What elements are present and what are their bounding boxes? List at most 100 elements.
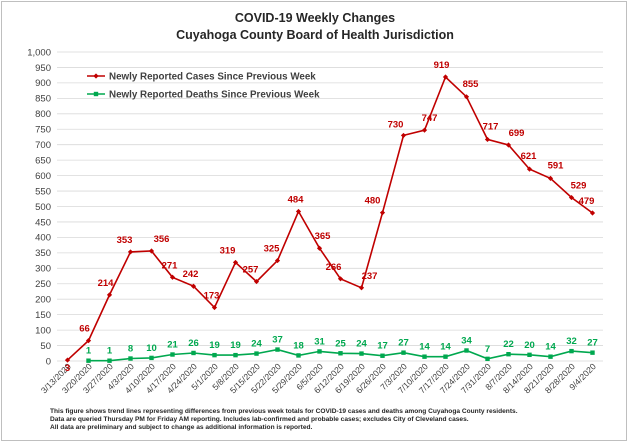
- data-point-deaths: [401, 350, 406, 355]
- data-label-deaths: 26: [188, 338, 199, 349]
- y-tick-label: 0: [46, 356, 51, 367]
- data-point-cases: [442, 74, 449, 80]
- data-point-deaths: [464, 348, 469, 353]
- data-label-cases: 855: [463, 79, 480, 90]
- data-label-cases: 747: [422, 113, 438, 124]
- data-label-cases: 699: [509, 128, 525, 139]
- data-label-deaths: 27: [398, 338, 409, 349]
- data-label-cases: 319: [220, 245, 236, 256]
- y-tick-label: 1,000: [27, 47, 51, 58]
- data-point-deaths: [527, 352, 532, 358]
- data-label-cases: 325: [264, 244, 281, 255]
- data-point-deaths: [569, 348, 574, 354]
- y-tick-label: 550: [35, 186, 51, 197]
- data-point-cases: [274, 257, 281, 264]
- data-point-cases: [232, 259, 239, 266]
- data-point-cases: [463, 94, 470, 100]
- y-tick-label: 950: [35, 63, 51, 74]
- data-label-cases: 529: [571, 181, 587, 192]
- data-point-cases: [106, 292, 113, 298]
- data-label-deaths: 17: [377, 341, 388, 352]
- data-point-cases: [295, 208, 302, 215]
- data-point-cases: [85, 338, 92, 344]
- data-point-deaths: [506, 352, 511, 357]
- y-tick-label: 650: [35, 155, 51, 166]
- data-point-cases: [589, 210, 596, 216]
- data-label-deaths: 1: [86, 346, 92, 357]
- y-tick-label: 200: [35, 295, 51, 306]
- y-tick-label: 300: [35, 264, 51, 275]
- data-point-cases: [379, 210, 386, 216]
- data-label-deaths: 24: [356, 339, 367, 350]
- y-tick-label: 750: [35, 125, 51, 136]
- data-label-cases: 591: [548, 160, 565, 171]
- data-label-deaths: 7: [485, 344, 490, 355]
- data-label-deaths: 25: [335, 338, 346, 349]
- data-label-cases: 214: [98, 278, 115, 289]
- data-label-cases: 621: [521, 151, 538, 162]
- data-point-deaths: [86, 358, 91, 363]
- footnote-line-1: This figure shows trend lines representi…: [50, 408, 518, 415]
- footnote-line-2: Data are queried Thursday PM for Friday …: [50, 416, 469, 424]
- data-point-cases: [358, 285, 365, 291]
- data-label-deaths: 27: [587, 338, 598, 349]
- data-label-deaths: 14: [419, 342, 430, 353]
- y-tick-label: 900: [35, 78, 51, 89]
- data-point-deaths: [191, 350, 196, 356]
- data-point-cases: [568, 194, 575, 201]
- y-tick-label: 150: [35, 310, 51, 321]
- data-point-deaths: [590, 350, 595, 355]
- data-label-cases: 242: [183, 269, 199, 280]
- data-label-deaths: 37: [272, 335, 283, 346]
- legend: Newly Reported Cases Since Previous Week…: [87, 72, 320, 101]
- data-point-cases: [169, 274, 176, 280]
- chart-title: COVID-19 Weekly Changes: [234, 11, 396, 25]
- data-label-deaths: 10: [146, 343, 157, 354]
- series-line-cases: [66, 75, 593, 361]
- y-tick-label: 100: [35, 325, 51, 336]
- data-point-deaths: [380, 353, 385, 358]
- data-label-deaths: 21: [167, 340, 178, 351]
- data-label-cases: 353: [117, 235, 133, 246]
- data-label-cases: 365: [315, 231, 332, 242]
- y-tick-label: 400: [35, 233, 51, 244]
- data-point-deaths: [338, 351, 343, 356]
- data-point-deaths: [317, 349, 322, 354]
- data-label-deaths: 32: [566, 336, 577, 347]
- data-point-deaths: [275, 347, 280, 352]
- data-point-deaths: [359, 351, 364, 356]
- data-point-cases: [526, 166, 533, 172]
- data-label-deaths: 8: [128, 344, 133, 355]
- data-point-deaths: [170, 352, 175, 357]
- data-point-deaths: [128, 356, 133, 361]
- data-point-cases: [337, 276, 344, 282]
- data-point-cases: [148, 248, 155, 254]
- y-tick-label: 50: [40, 341, 51, 352]
- legend-label-deaths: Newly Reported Deaths Since Previous Wee…: [109, 90, 320, 101]
- data-point-cases: [64, 357, 71, 363]
- data-label-cases: 484: [288, 194, 305, 205]
- data-label-cases: 480: [365, 196, 381, 207]
- data-label-cases: 730: [388, 119, 404, 130]
- data-label-deaths: 24: [251, 339, 262, 350]
- data-point-deaths: [548, 354, 553, 359]
- y-tick-label: 850: [35, 94, 51, 105]
- data-label-cases: 479: [579, 196, 595, 207]
- chart-subtitle: Cuyahoga County Board of Health Jurisdic…: [176, 28, 454, 42]
- data-label-deaths: 34: [461, 335, 472, 346]
- footnote: This figure shows trend lines representi…: [50, 408, 620, 433]
- data-point-deaths: [212, 352, 217, 358]
- data-label-cases: 173: [204, 291, 220, 302]
- y-tick-label: 450: [35, 217, 51, 228]
- data-point-deaths: [107, 358, 112, 363]
- data-label-cases: 717: [483, 121, 499, 132]
- data-point-cases: [421, 127, 428, 133]
- data-point-deaths: [485, 356, 490, 362]
- data-point-deaths: [149, 355, 154, 361]
- data-point-deaths: [422, 354, 427, 359]
- data-point-cases: [505, 142, 512, 148]
- data-point-cases: [316, 245, 323, 251]
- data-label-cases: 266: [326, 262, 342, 273]
- chart-titles: COVID-19 Weekly Changes Cuyahoga County …: [0, 10, 630, 44]
